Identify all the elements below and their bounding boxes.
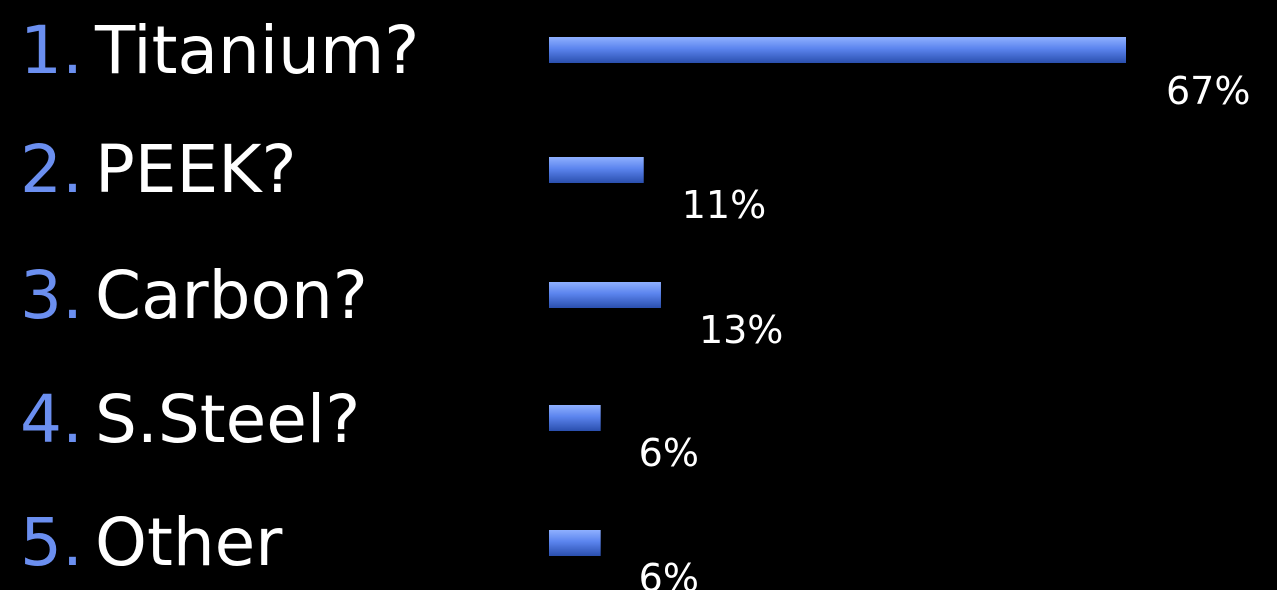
chart-row: 1. Titanium? 67% [20, 12, 1250, 113]
value-label: 11% [682, 183, 766, 227]
value-label: 6% [639, 431, 699, 475]
bar [549, 157, 644, 183]
list-number: 3. [20, 257, 83, 334]
bar [549, 282, 661, 308]
list-number: 1. [20, 12, 83, 89]
category-label: PEEK? [95, 131, 297, 208]
chart-row: 5. Other 6% [20, 504, 699, 590]
chart-row: 3. Carbon? 13% [20, 257, 783, 352]
category-label: Titanium? [94, 12, 419, 89]
bar [549, 530, 601, 556]
bar [549, 405, 601, 431]
chart-rows: 1. Titanium?67%2. PEEK? 11%3. Carbon? 13%4. S.… [20, 12, 1250, 590]
category-label: Other [95, 504, 283, 581]
value-label: 6% [639, 556, 699, 590]
chart-row: 2. PEEK? 11% [20, 131, 766, 227]
list-number: 4. [20, 381, 83, 458]
list-number: 5. [20, 504, 83, 581]
list-number: 2. [20, 131, 83, 208]
chart-row: 4. S.Steel? 6% [20, 381, 699, 475]
bar [549, 37, 1126, 63]
category-label: Carbon? [95, 257, 368, 334]
value-label: 13% [699, 308, 783, 352]
category-label: S.Steel? [95, 381, 360, 458]
value-label: 67% [1166, 69, 1250, 113]
